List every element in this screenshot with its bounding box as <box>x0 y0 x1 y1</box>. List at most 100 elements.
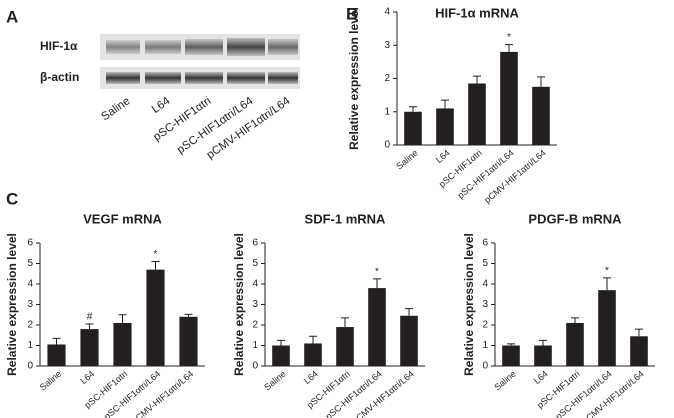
bar <box>598 290 616 366</box>
y-tick-label: 6 <box>252 238 258 249</box>
band <box>185 72 223 84</box>
y-tick-label: 0 <box>252 361 258 372</box>
error-bar <box>341 317 349 328</box>
x-tick-label: L64 <box>78 369 96 386</box>
bar <box>368 288 386 366</box>
bar <box>500 51 518 145</box>
error-bar <box>277 339 285 346</box>
bar <box>272 345 290 366</box>
bar <box>436 108 454 145</box>
bar <box>566 322 584 366</box>
bar <box>400 315 418 366</box>
band <box>227 38 265 56</box>
y-tick-label: 6 <box>27 238 33 249</box>
band <box>185 39 223 55</box>
error-bar <box>537 76 545 87</box>
y-tick-label: 3 <box>384 40 390 51</box>
band <box>268 72 298 84</box>
y-tick-label: 2 <box>252 320 258 331</box>
bar <box>179 316 198 366</box>
y-tick-label: 5 <box>482 258 488 269</box>
error-bar <box>603 277 611 291</box>
y-tick-label: 2 <box>27 320 33 331</box>
error-bar <box>309 335 317 344</box>
bar <box>630 336 648 366</box>
x-tick-label: L64 <box>532 369 550 386</box>
panel-label: A <box>6 7 18 26</box>
x-tick-label: pCMV-HIF1αtri/L64 <box>482 148 548 205</box>
error-bar <box>409 106 417 112</box>
chart-title: PDGF-B mRNA <box>528 211 622 226</box>
significance-marker: * <box>605 265 609 276</box>
band <box>145 40 181 54</box>
bar <box>304 343 322 366</box>
bar <box>532 86 550 145</box>
panel-label: C <box>6 189 18 208</box>
error-bar <box>539 339 547 346</box>
band <box>106 40 140 54</box>
y-axis-label: Relative expression level <box>232 233 246 376</box>
lane-label: Saline <box>99 95 132 123</box>
band <box>106 72 140 84</box>
y-tick-label: 1 <box>384 106 390 117</box>
y-tick-label: 4 <box>482 279 488 290</box>
error-bar <box>118 314 127 323</box>
y-tick-label: 1 <box>27 340 33 351</box>
y-axis-label: Relative expression level <box>462 233 476 376</box>
bar <box>404 111 422 145</box>
bar <box>534 345 552 366</box>
x-tick-label: L64 <box>434 148 452 165</box>
error-bar <box>505 44 513 52</box>
western-blot: HIF-1α β-actin <box>40 34 300 89</box>
error-bar <box>52 337 61 345</box>
bar <box>113 322 132 366</box>
error-bar <box>507 343 515 346</box>
error-bar <box>441 99 449 109</box>
error-bar <box>473 75 481 84</box>
blot-row-label: HIF-1α <box>40 39 78 53</box>
error-bar <box>373 278 381 289</box>
y-tick-label: 6 <box>482 238 488 249</box>
band <box>145 72 181 84</box>
bar <box>502 345 520 366</box>
y-tick-label: 0 <box>384 140 390 151</box>
bar <box>80 329 99 366</box>
error-bar <box>571 317 579 323</box>
band <box>268 39 298 55</box>
x-tick-label: Saline <box>394 148 420 172</box>
bar <box>336 327 354 366</box>
y-tick-label: 4 <box>384 7 390 18</box>
significance-marker: # <box>87 312 93 323</box>
chart-title: HIF-1α mRNA <box>435 5 519 20</box>
error-bar <box>151 260 160 270</box>
y-tick-label: 5 <box>27 258 33 269</box>
bar <box>146 269 165 366</box>
error-bar <box>85 323 94 330</box>
error-bar <box>184 313 193 317</box>
y-tick-label: 0 <box>27 361 33 372</box>
error-bar <box>635 328 643 337</box>
y-axis-label: Relative expression level <box>347 7 361 150</box>
y-tick-label: 2 <box>384 73 390 84</box>
x-tick-label: Saline <box>262 369 288 393</box>
y-axis-label: Relative expression level <box>5 233 19 376</box>
y-tick-label: 4 <box>27 279 33 290</box>
panel-label: B <box>346 4 358 23</box>
x-tick-label: Saline <box>38 369 64 393</box>
significance-marker: * <box>375 267 379 278</box>
x-tick-label: L64 <box>302 369 320 386</box>
bar <box>468 83 486 145</box>
y-tick-label: 3 <box>252 299 258 310</box>
y-tick-label: 2 <box>482 320 488 331</box>
significance-marker: * <box>154 249 158 260</box>
bar <box>47 344 66 366</box>
y-tick-label: 3 <box>482 299 488 310</box>
x-tick-label: Saline <box>492 369 518 393</box>
significance-marker: * <box>507 32 511 43</box>
blot-row-label: β-actin <box>40 70 79 84</box>
band <box>227 72 265 84</box>
y-tick-label: 1 <box>252 340 258 351</box>
chart-title: VEGF mRNA <box>83 211 162 226</box>
x-tick-label: pSC-HIF1αtri/L64 <box>456 148 516 201</box>
